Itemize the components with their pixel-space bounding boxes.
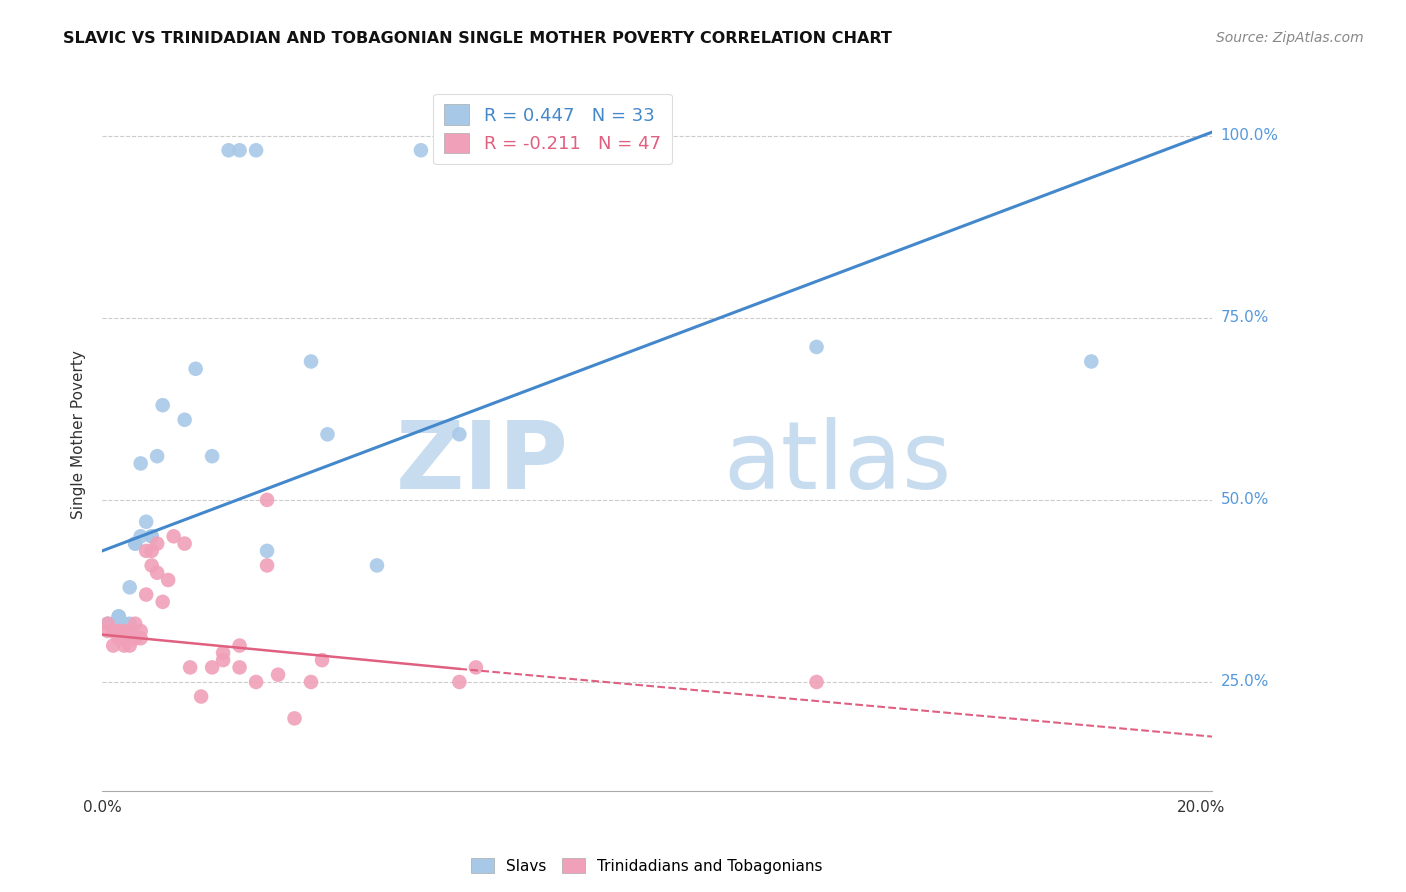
Text: atlas: atlas xyxy=(724,417,952,508)
Point xyxy=(146,449,169,463)
Point xyxy=(124,632,146,646)
Point xyxy=(503,151,526,165)
Point xyxy=(141,529,163,543)
Point xyxy=(283,711,305,725)
Point xyxy=(112,616,135,631)
Point xyxy=(201,449,224,463)
Point xyxy=(118,616,141,631)
Point xyxy=(129,632,152,646)
Point xyxy=(146,536,169,550)
Point xyxy=(141,558,163,573)
Point xyxy=(212,653,235,667)
Point xyxy=(152,595,174,609)
Point xyxy=(135,544,157,558)
Point xyxy=(103,639,125,653)
Point xyxy=(129,624,152,638)
Point xyxy=(146,566,169,580)
Point xyxy=(103,616,125,631)
Y-axis label: Single Mother Poverty: Single Mother Poverty xyxy=(72,350,86,519)
Point xyxy=(464,660,486,674)
Point xyxy=(449,427,471,442)
Text: ZIP: ZIP xyxy=(395,417,568,508)
Point xyxy=(152,398,174,412)
Point xyxy=(256,544,278,558)
Legend: Slavs, Trinidadians and Tobagonians: Slavs, Trinidadians and Tobagonians xyxy=(465,852,828,880)
Legend: R = 0.447   N = 33, R = -0.211   N = 47: R = 0.447 N = 33, R = -0.211 N = 47 xyxy=(433,94,672,164)
Point xyxy=(173,536,195,550)
Point xyxy=(135,588,157,602)
Point xyxy=(107,624,129,638)
Point xyxy=(449,675,471,690)
Point xyxy=(118,639,141,653)
Point xyxy=(190,690,212,704)
Point xyxy=(112,632,135,646)
Point xyxy=(135,515,157,529)
Point xyxy=(112,632,135,646)
Point xyxy=(124,536,146,550)
Point xyxy=(267,667,290,681)
Point xyxy=(107,609,129,624)
Point xyxy=(806,675,828,690)
Point xyxy=(103,624,125,638)
Point xyxy=(228,639,250,653)
Point xyxy=(107,609,129,624)
Point xyxy=(228,143,250,157)
Point xyxy=(107,632,129,646)
Point xyxy=(107,632,129,646)
Point xyxy=(112,639,135,653)
Point xyxy=(141,529,163,543)
Text: SLAVIC VS TRINIDADIAN AND TOBAGONIAN SINGLE MOTHER POVERTY CORRELATION CHART: SLAVIC VS TRINIDADIAN AND TOBAGONIAN SIN… xyxy=(63,31,893,46)
Point xyxy=(366,558,388,573)
Point xyxy=(129,457,152,471)
Point xyxy=(157,573,180,587)
Point xyxy=(311,653,333,667)
Point xyxy=(299,675,322,690)
Point xyxy=(806,340,828,354)
Point xyxy=(97,616,120,631)
Point xyxy=(124,536,146,550)
Point xyxy=(256,558,278,573)
Point xyxy=(212,646,235,660)
Point xyxy=(97,624,120,638)
Point xyxy=(1080,354,1102,368)
Point xyxy=(228,660,250,674)
Point xyxy=(299,354,322,368)
Point xyxy=(201,660,224,674)
Point xyxy=(112,624,135,638)
Point xyxy=(409,143,432,157)
Point xyxy=(316,427,339,442)
Point xyxy=(173,413,195,427)
Point xyxy=(163,529,186,543)
Point xyxy=(118,632,141,646)
Point xyxy=(585,151,607,165)
Point xyxy=(245,143,267,157)
Point xyxy=(141,544,163,558)
Point xyxy=(118,580,141,594)
Text: 75.0%: 75.0% xyxy=(1220,310,1268,326)
Text: 50.0%: 50.0% xyxy=(1220,492,1268,508)
Text: 100.0%: 100.0% xyxy=(1220,128,1278,144)
Point xyxy=(184,361,207,376)
Point xyxy=(124,616,146,631)
Point xyxy=(129,529,152,543)
Point xyxy=(245,675,267,690)
Point xyxy=(218,143,240,157)
Point xyxy=(103,624,125,638)
Point xyxy=(112,616,135,631)
Text: 25.0%: 25.0% xyxy=(1220,674,1268,690)
Point xyxy=(118,624,141,638)
Point xyxy=(124,632,146,646)
Text: Source: ZipAtlas.com: Source: ZipAtlas.com xyxy=(1216,31,1364,45)
Point xyxy=(97,616,120,631)
Point xyxy=(256,492,278,507)
Point xyxy=(179,660,201,674)
